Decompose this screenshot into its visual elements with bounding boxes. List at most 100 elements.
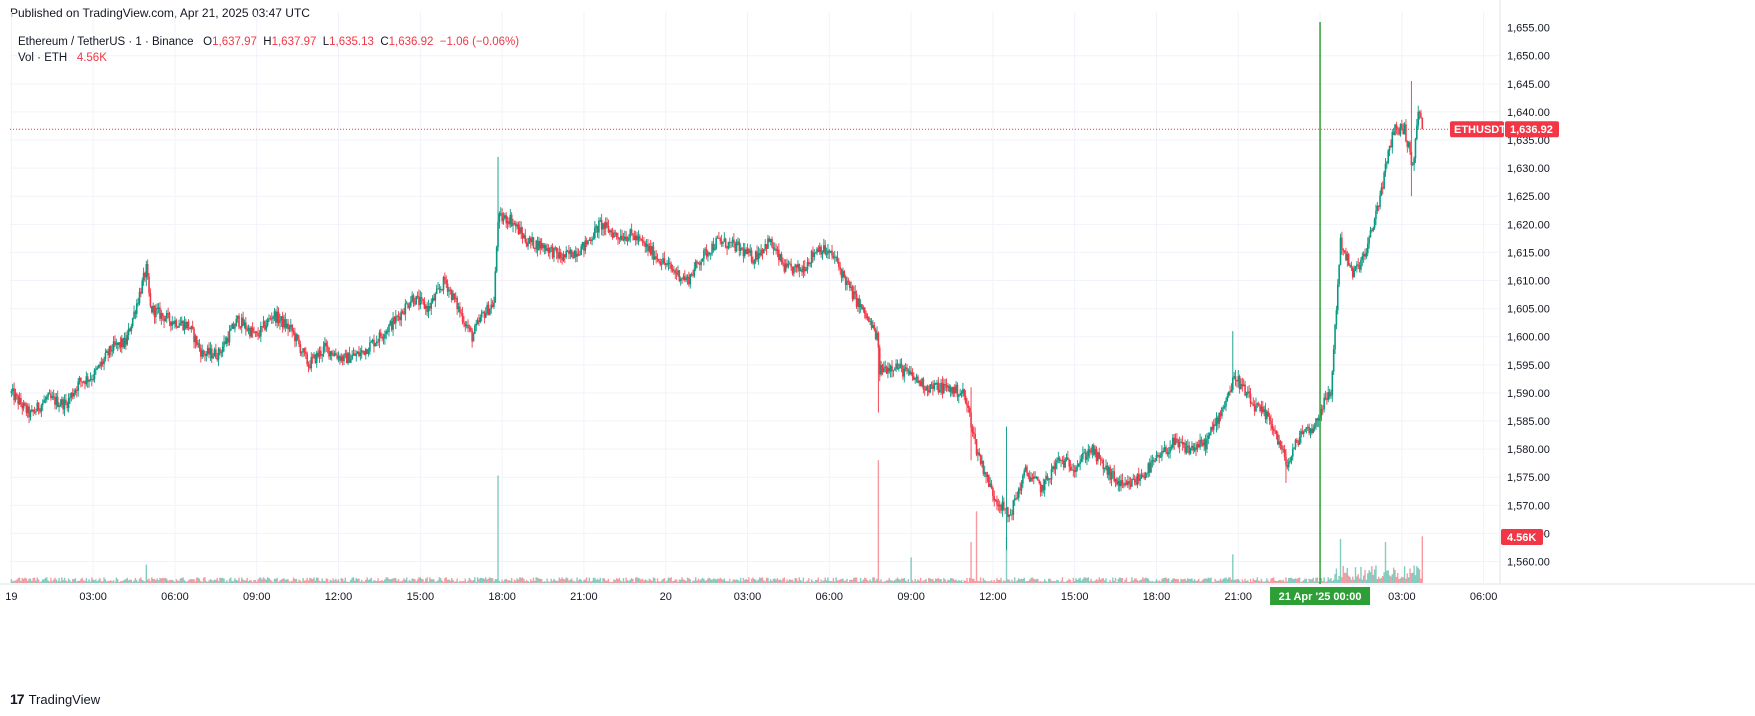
volume-bar: [760, 577, 762, 583]
volume-bar: [1278, 579, 1280, 583]
volume-bar: [573, 581, 576, 583]
volume-bar: [28, 578, 30, 583]
candle-body: [778, 249, 780, 261]
volume-label[interactable]: Vol · ETH: [18, 52, 68, 64]
candle-body: [99, 364, 101, 367]
volume-bar: [682, 579, 685, 583]
volume-bar: [243, 580, 246, 583]
candle-body: [164, 318, 167, 322]
price-axis[interactable]: 1,560.001,565.001,570.001,575.001,580.00…: [1507, 23, 1550, 569]
volume-bar: [1379, 578, 1381, 583]
time-axis[interactable]: 19 03:00 06:00 09:00 12:00 15:00 18:00 21:00 20 0…: [5, 591, 1497, 603]
volume-bar: [55, 579, 58, 583]
candle-body: [1387, 150, 1390, 163]
candle-body: [1341, 237, 1343, 250]
volume-bar: [1401, 576, 1403, 583]
y-tick-label: 1,610.00: [1507, 276, 1550, 288]
volume-bar: [566, 578, 569, 583]
candle-body: [663, 258, 666, 264]
candle-body: [918, 381, 921, 383]
volume-bar: [1215, 580, 1218, 583]
volume-bar: [1003, 580, 1005, 583]
candle-body: [519, 227, 521, 234]
volume-bar: [303, 580, 306, 583]
volume-bar: [76, 581, 78, 583]
candle-body: [1184, 442, 1186, 453]
volume-bar: [549, 581, 551, 583]
candle-body: [570, 249, 573, 257]
volume-bar: [600, 581, 603, 583]
volume-bar: [1008, 579, 1010, 583]
symbol-title[interactable]: Ethereum / TetherUS · 1 · Binance: [18, 36, 194, 48]
candle-body: [245, 322, 247, 330]
volume-bar: [455, 581, 457, 583]
volume-bar: [979, 577, 982, 583]
candle-body: [726, 247, 728, 249]
candle-body: [1112, 471, 1114, 473]
candle-body: [487, 304, 490, 315]
volume-bar: [220, 577, 222, 583]
volume-bar: [408, 579, 411, 583]
volume-bar: [396, 580, 398, 583]
volume-bar: [310, 578, 312, 583]
volume-bar: [902, 578, 904, 583]
volume-bar: [1358, 578, 1361, 583]
candle-body: [464, 323, 467, 327]
volume-bar: [1110, 581, 1113, 583]
volume-bar: [509, 580, 512, 583]
candle-body: [836, 256, 839, 262]
volume-bar: [798, 577, 801, 583]
brand-name: TradingView: [28, 691, 101, 707]
candle-body: [577, 253, 580, 256]
volume-bar: [596, 578, 599, 583]
tradingview-brand[interactable]: 17 TradingView: [10, 691, 100, 707]
volume-bar: [858, 581, 860, 583]
volume-bar: [230, 577, 232, 583]
x-tick-label: 12:00: [979, 591, 1007, 603]
volume-bar: [857, 581, 859, 583]
volume-tag: [1501, 529, 1543, 545]
candle-body: [1143, 476, 1145, 479]
candle-body: [296, 334, 299, 340]
candle-body: [1323, 397, 1325, 410]
candle-body: [934, 383, 937, 385]
candle-body: [1013, 498, 1016, 500]
volume-bar: [1097, 580, 1099, 583]
candle-body: [1076, 466, 1079, 468]
volume-bar: [693, 580, 696, 583]
candle-body: [423, 301, 426, 309]
volume-bar: [630, 578, 633, 583]
candle-body: [1386, 162, 1388, 164]
volume-bar: [1307, 582, 1309, 583]
candle-body: [700, 261, 702, 265]
candle-body: [22, 402, 25, 409]
candle-body: [419, 297, 422, 306]
candle-body: [412, 295, 415, 304]
candle-body: [817, 248, 820, 253]
volume-bar: [1079, 577, 1081, 583]
volume-bar: [1237, 579, 1239, 583]
volume-bar: [934, 578, 937, 583]
candle-body: [390, 321, 393, 330]
volume-bar: [1233, 579, 1235, 583]
volume-bar: [1410, 573, 1413, 583]
candle-body: [303, 348, 306, 353]
volume-bar: [1421, 536, 1423, 583]
volume-bar: [47, 580, 49, 583]
candle-body: [952, 386, 955, 394]
candle-body: [602, 223, 604, 230]
volume-bar: [1174, 579, 1177, 583]
volume-bar: [735, 579, 738, 583]
volume-bar: [1078, 578, 1080, 583]
volume-bar: [306, 577, 308, 583]
volume-bar: [1368, 570, 1370, 583]
candle-body: [1293, 447, 1295, 449]
candle-body: [764, 244, 767, 249]
volume-bar: [65, 580, 67, 583]
candle-body: [344, 353, 347, 355]
volume-bar: [212, 580, 214, 583]
candle-body: [889, 365, 892, 372]
volume-bar: [1170, 580, 1173, 583]
candle-body: [1375, 210, 1377, 220]
